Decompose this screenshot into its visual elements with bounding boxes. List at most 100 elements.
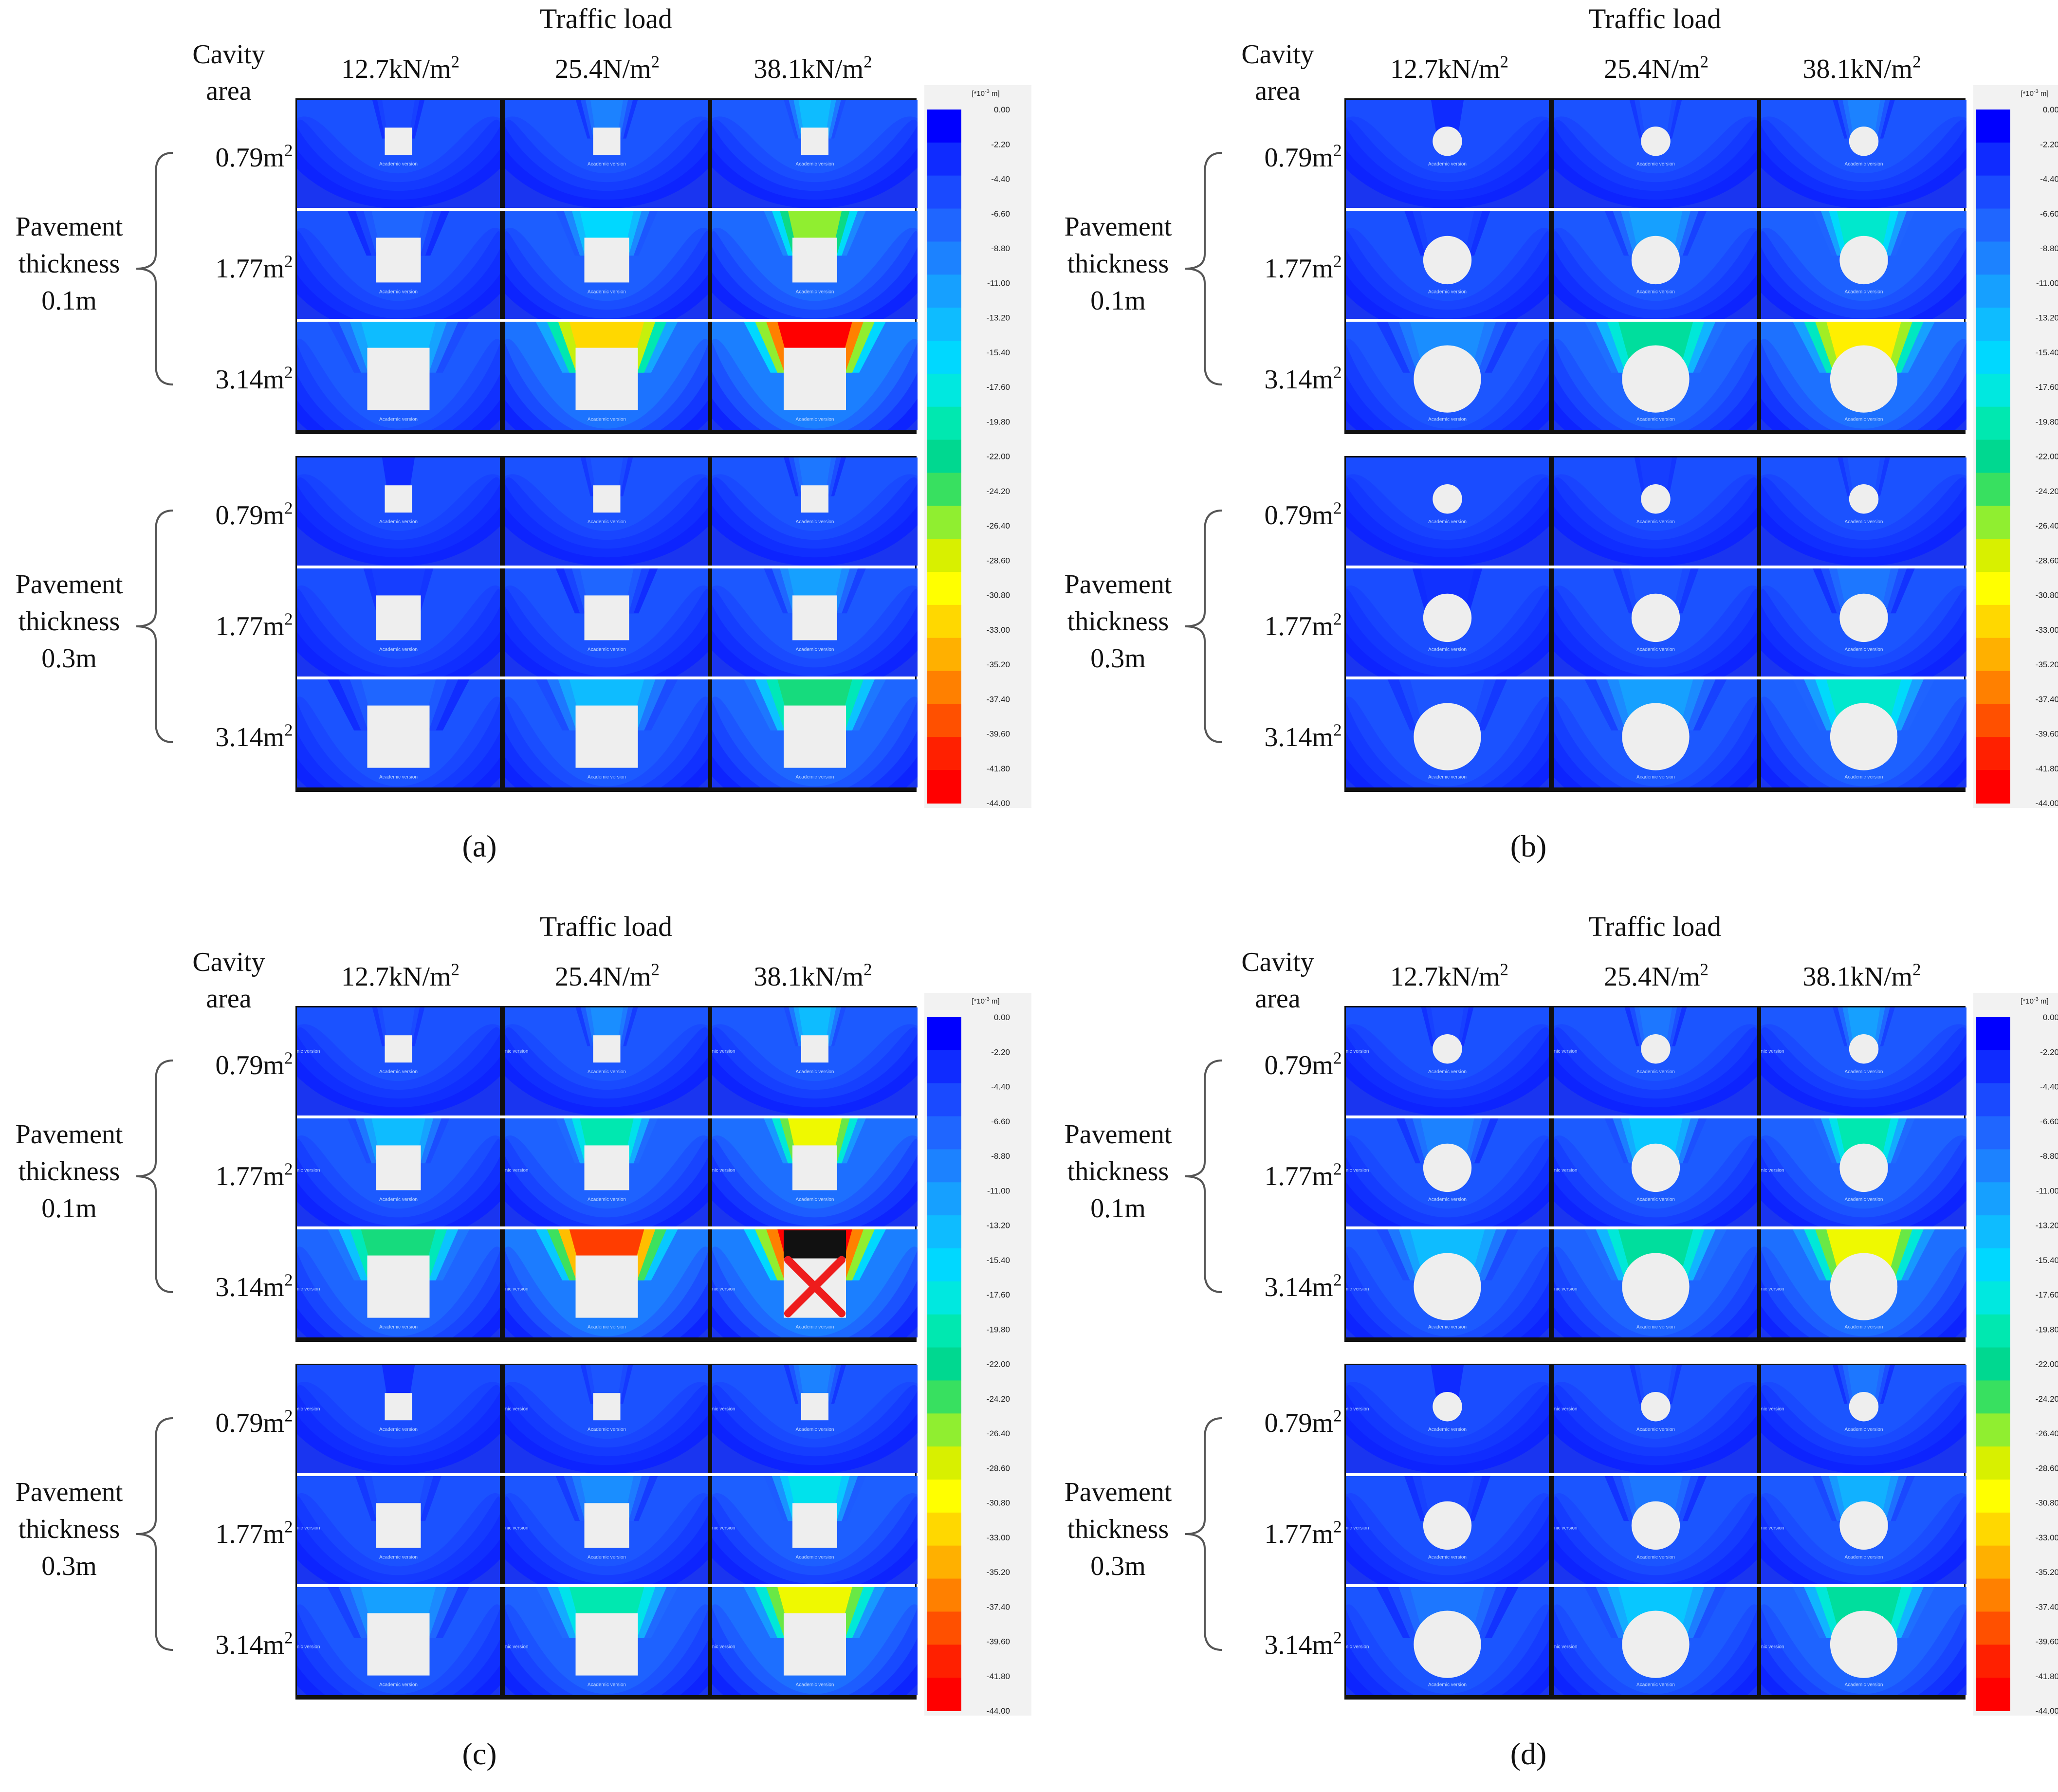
contour-cell: Academic version [1346,568,1549,677]
cavity-circle [1622,345,1690,413]
cavity-circle [1433,126,1462,156]
academic-watermark-side: Academic version [697,1049,735,1054]
academic-watermark-side: Academic version [697,1168,735,1173]
contour-field: Academic version [297,211,500,319]
cavity-square [376,1503,421,1548]
academic-watermark: Academic version [1428,775,1467,780]
academic-watermark-side: Academic version [490,1287,529,1292]
cavity-area-label-superscript: 2 [1333,1271,1341,1290]
cavity-square [792,1145,837,1190]
cavity-area-label-value: 1.77m [1265,1161,1334,1191]
contour-field: Academic version [712,100,918,208]
academic-watermark-side: Academic version [1539,1049,1578,1054]
cavity-area-label: 0.79m2 [216,141,293,173]
academic-watermark: Academic version [1845,1325,1883,1330]
legend-tick-label: -44.00 [987,799,1010,808]
contour-cell: Academic version [712,457,918,566]
cavity-area-label-superscript: 2 [284,141,293,160]
legend-tick-label: -30.80 [2036,1499,2058,1508]
legend-swatch [1976,473,2010,507]
cavity-circle [1433,484,1462,514]
cavity-circle [1839,593,1888,642]
contour-field: Academic version [505,679,708,787]
legend-swatch [1976,1413,2010,1447]
academic-watermark: Academic version [588,1682,626,1688]
contour-cell: Academic version [1554,322,1757,430]
cavity-square [784,347,846,410]
traffic-load-label-2: 25.4N/m2 [555,960,660,992]
cavity-area-label: 1.77m2 [216,610,293,641]
legend-swatch [1976,704,2010,738]
legend-tick-label: -28.60 [2036,556,2058,565]
panel-label: (a) [462,829,496,863]
contour-cell: Academic version Academic version [1761,1007,1966,1115]
traffic-load-label-3-value: 38.1kN/m [1803,962,1913,992]
academic-watermark: Academic version [1636,1069,1675,1075]
legend-tick-label: -22.00 [2036,452,2058,461]
cavity-square [385,128,412,155]
traffic-load-label-3: 38.1kN/m2 [754,960,872,992]
contour-cell: Academic version [1761,322,1966,430]
legend-tick-label: -37.40 [987,695,1010,704]
cavity-area-label: 1.77m2 [1265,252,1342,284]
traffic-load-label-2-superscript: 2 [1700,960,1709,979]
cavity-area-label-superscript: 2 [1333,610,1341,629]
row-separator [1346,1226,1964,1229]
row-separator [297,1115,915,1118]
academic-watermark-side: Academic version [1539,1168,1578,1173]
contour-cell: Academic version [297,322,500,430]
pavement-brace-1 [136,1060,173,1293]
contour-field: Academic version Academic version [1761,1007,1966,1115]
contour-cell: Academic version [1346,211,1549,319]
cavity-circle [1414,345,1481,413]
legend-tick-label: -2.20 [991,140,1010,149]
contour-cell: Academic version Academic version [1346,1118,1549,1226]
legend-swatch [927,1678,961,1711]
legend-swatch [1976,373,2010,407]
cavity-area-label: 0.79m2 [1265,141,1342,173]
cavity-area-label-value: 3.14m [216,1272,285,1302]
cavity-square [385,1393,412,1421]
academic-watermark: Academic version [796,1682,834,1688]
legend-tick-label: 0.00 [994,1013,1010,1022]
panel-label: (b) [1510,829,1547,863]
academic-watermark: Academic version [588,1554,626,1560]
legend-swatch [927,1413,961,1447]
legend-swatch [1976,1512,2010,1546]
legend-tick-label: -26.40 [987,1429,1010,1438]
cavity-circle [1423,1143,1472,1192]
cavity-square [367,1255,430,1318]
contour-cell: Academic version [1761,211,1966,319]
cavity-area-label: 0.79m2 [1265,1407,1342,1438]
cavity-circle [1641,126,1671,156]
legend-tick-label: -33.00 [2036,1533,2058,1542]
cavity-area-label-value: 3.14m [1265,722,1334,752]
academic-watermark-side: Academic version [1331,1525,1369,1531]
legend-swatch [927,572,961,605]
legend-tick-label: -33.00 [987,625,1010,635]
contour-cell: Academic version [1346,679,1549,787]
traffic-load-label-3-superscript: 2 [1912,53,1921,72]
cavity-area-label: 3.14m2 [1265,721,1342,752]
legend-swatch [1976,1215,2010,1249]
cavity-area-label-value: 0.79m [216,1408,285,1438]
academic-watermark: Academic version [379,1682,418,1688]
academic-watermark: Academic version [588,289,626,294]
cavity-square [584,595,629,640]
row-separator [1346,1473,1964,1476]
contour-field: Academic version [1346,211,1549,319]
cavity-header-line1: Cavity [192,947,265,977]
cavity-circle [1849,484,1879,514]
academic-watermark: Academic version [796,519,834,525]
pavement-thickness-value: 0.1m [41,286,97,316]
contour-cell: Academic version [505,100,708,208]
cavity-area-label-superscript: 2 [1333,1160,1341,1179]
academic-watermark: Academic version [1428,1325,1467,1330]
academic-watermark: Academic version [1428,1554,1467,1560]
cavity-circle [1423,236,1472,285]
contour-field: Academic version [505,211,708,319]
legend-swatch [927,1248,961,1282]
academic-watermark: Academic version [1636,1682,1675,1688]
contour-field: Academic version Academic version [1761,1476,1966,1584]
